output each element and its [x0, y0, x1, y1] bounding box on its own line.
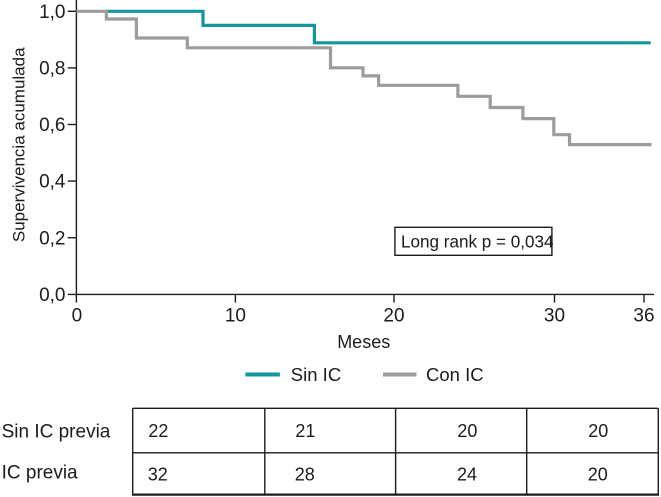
- svg-text:0,6: 0,6: [39, 115, 65, 136]
- svg-text:0,0: 0,0: [39, 285, 65, 306]
- svg-text:Sin IC: Sin IC: [291, 364, 341, 385]
- svg-text:24: 24: [457, 464, 477, 484]
- svg-text:Supervivencia acumulada: Supervivencia acumulada: [10, 47, 29, 242]
- svg-text:36: 36: [633, 305, 654, 326]
- svg-text:Long rank p = 0,034: Long rank p = 0,034: [401, 233, 554, 252]
- svg-text:1,0: 1,0: [39, 2, 65, 23]
- svg-text:20: 20: [588, 421, 608, 441]
- svg-text:IC previa: IC previa: [2, 463, 78, 484]
- svg-text:Con IC: Con IC: [426, 364, 484, 385]
- svg-text:0,4: 0,4: [39, 172, 66, 193]
- svg-text:Sin IC previa: Sin IC previa: [2, 422, 111, 443]
- svg-text:20: 20: [383, 305, 404, 326]
- svg-text:22: 22: [148, 421, 168, 441]
- svg-text:10: 10: [225, 305, 246, 326]
- svg-text:20: 20: [457, 421, 477, 441]
- svg-text:0: 0: [72, 305, 83, 326]
- svg-text:32: 32: [148, 464, 168, 484]
- svg-text:0,2: 0,2: [39, 228, 65, 249]
- svg-text:21: 21: [295, 421, 315, 441]
- svg-text:20: 20: [588, 464, 608, 484]
- svg-text:0,8: 0,8: [39, 59, 65, 80]
- svg-text:28: 28: [295, 464, 315, 484]
- svg-text:30: 30: [544, 305, 565, 326]
- svg-text:Meses: Meses: [337, 332, 390, 352]
